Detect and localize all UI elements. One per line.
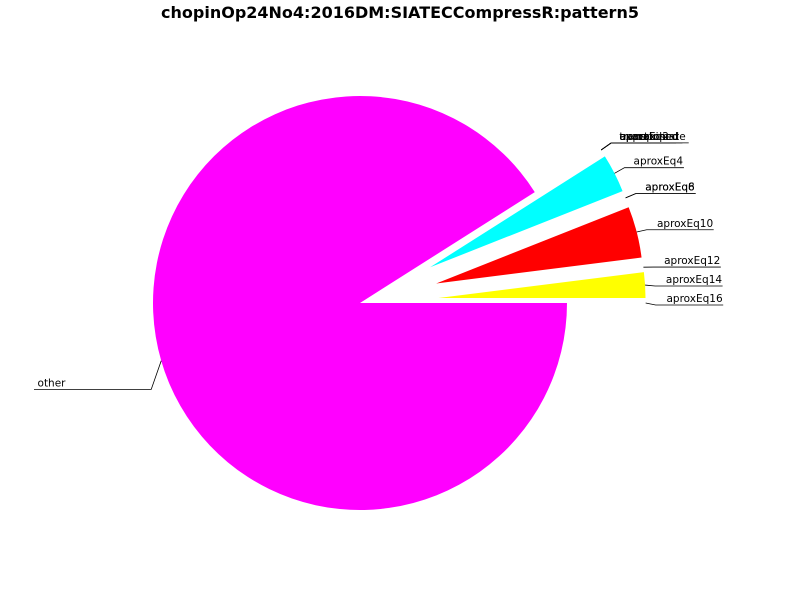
slice-label-other: other — [38, 377, 67, 389]
leader-line-aproxeq16 — [645, 302, 724, 306]
leader-line-unmatched — [600, 142, 677, 151]
slice-label-transposed: transposed — [619, 131, 678, 143]
pie-slice-aproxeq14 — [438, 272, 646, 299]
slice-labels: other unmatchedexacttransposedapproximate… — [38, 131, 723, 389]
leader-line-aproxeq4 — [614, 167, 684, 174]
leader-line-exact — [600, 142, 651, 151]
chart-title: chopinOp24No4:2016DM:SIATECCompressR:pat… — [161, 3, 639, 22]
leader-line-transposed — [600, 142, 683, 151]
leader-line-aproxeq14 — [645, 284, 723, 287]
slice-label-exact: exact — [619, 131, 648, 143]
leader-line-approximate — [600, 142, 689, 151]
slice-label-aproxeq2: aproxEq2 — [619, 131, 668, 143]
leader-line-aproxeq10 — [636, 229, 714, 233]
pie-slices — [152, 95, 646, 511]
slice-label-aproxeq6: aproxEq6 — [645, 182, 695, 194]
slice-label-unmatched: unmatched — [619, 131, 679, 143]
slice-label-approximate: approximate — [619, 131, 685, 143]
leader-line-aproxeq2 — [600, 142, 670, 151]
label-leaders — [34, 142, 724, 390]
slice-label-aproxeq16: aproxEq16 — [667, 293, 723, 305]
pie-slice-aproxeq10 — [436, 207, 642, 284]
pie-slice-other — [152, 95, 567, 511]
pie-slice-aproxeq4 — [430, 156, 623, 268]
slice-label-aproxeq12: aproxEq12 — [664, 255, 720, 267]
slice-label-aproxeq14: aproxEq14 — [666, 274, 722, 286]
leader-line-aproxeq6 — [625, 193, 696, 199]
slice-label-aproxeq8: aproxEq8 — [645, 182, 694, 194]
slice-label-aproxeq10: aproxEq10 — [657, 218, 713, 230]
leader-line-aproxeq8 — [625, 193, 696, 199]
leader-line-other — [34, 360, 162, 390]
slice-label-aproxeq4: aproxEq4 — [634, 156, 684, 168]
